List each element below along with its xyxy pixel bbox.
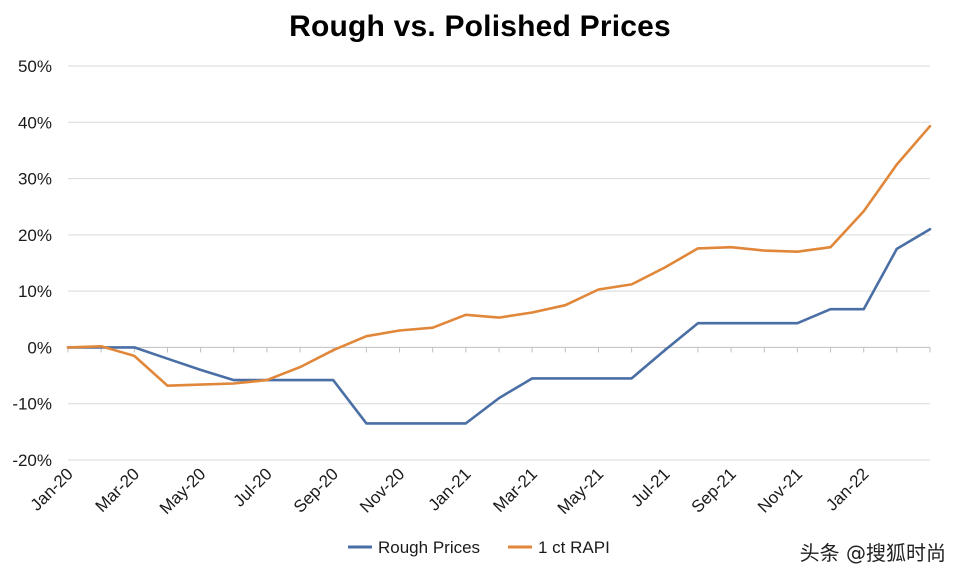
legend-label: 1 ct RAPI: [538, 538, 610, 557]
x-tick-label: Jul-20: [230, 464, 276, 510]
y-tick-label: 30%: [18, 170, 52, 189]
x-tick-label: Jan-20: [27, 464, 77, 514]
legend-label: Rough Prices: [378, 538, 480, 557]
x-tick-label: Jul-21: [627, 464, 673, 510]
x-tick-label: May-21: [554, 464, 608, 518]
y-tick-label: 10%: [18, 282, 52, 301]
series-line-rapi: [66, 124, 932, 388]
chart-title: Rough vs. Polished Prices: [289, 10, 671, 43]
y-tick-label: 0%: [27, 338, 52, 357]
x-tick-label: Sep-20: [290, 464, 342, 516]
watermark: 头条 @搜狐时尚: [799, 541, 946, 565]
x-tick-label: Nov-20: [356, 464, 408, 516]
y-tick-label: -20%: [12, 451, 52, 470]
y-tick-label: 50%: [18, 57, 52, 76]
y-tick-label: -10%: [12, 395, 52, 414]
x-tick-label: Sep-21: [688, 464, 740, 516]
x-tick-label: Jan-21: [424, 464, 474, 514]
x-tick-label: Mar-21: [489, 464, 541, 516]
y-tick-label: 20%: [18, 226, 52, 245]
series-line-rough-prices: [66, 227, 932, 425]
x-tick-label: May-20: [156, 464, 210, 518]
x-tick-label: Jan-22: [822, 464, 872, 514]
y-tick-label: 40%: [18, 113, 52, 132]
x-tick-label: Mar-20: [92, 464, 144, 516]
x-tick-label: Nov-21: [754, 464, 806, 516]
